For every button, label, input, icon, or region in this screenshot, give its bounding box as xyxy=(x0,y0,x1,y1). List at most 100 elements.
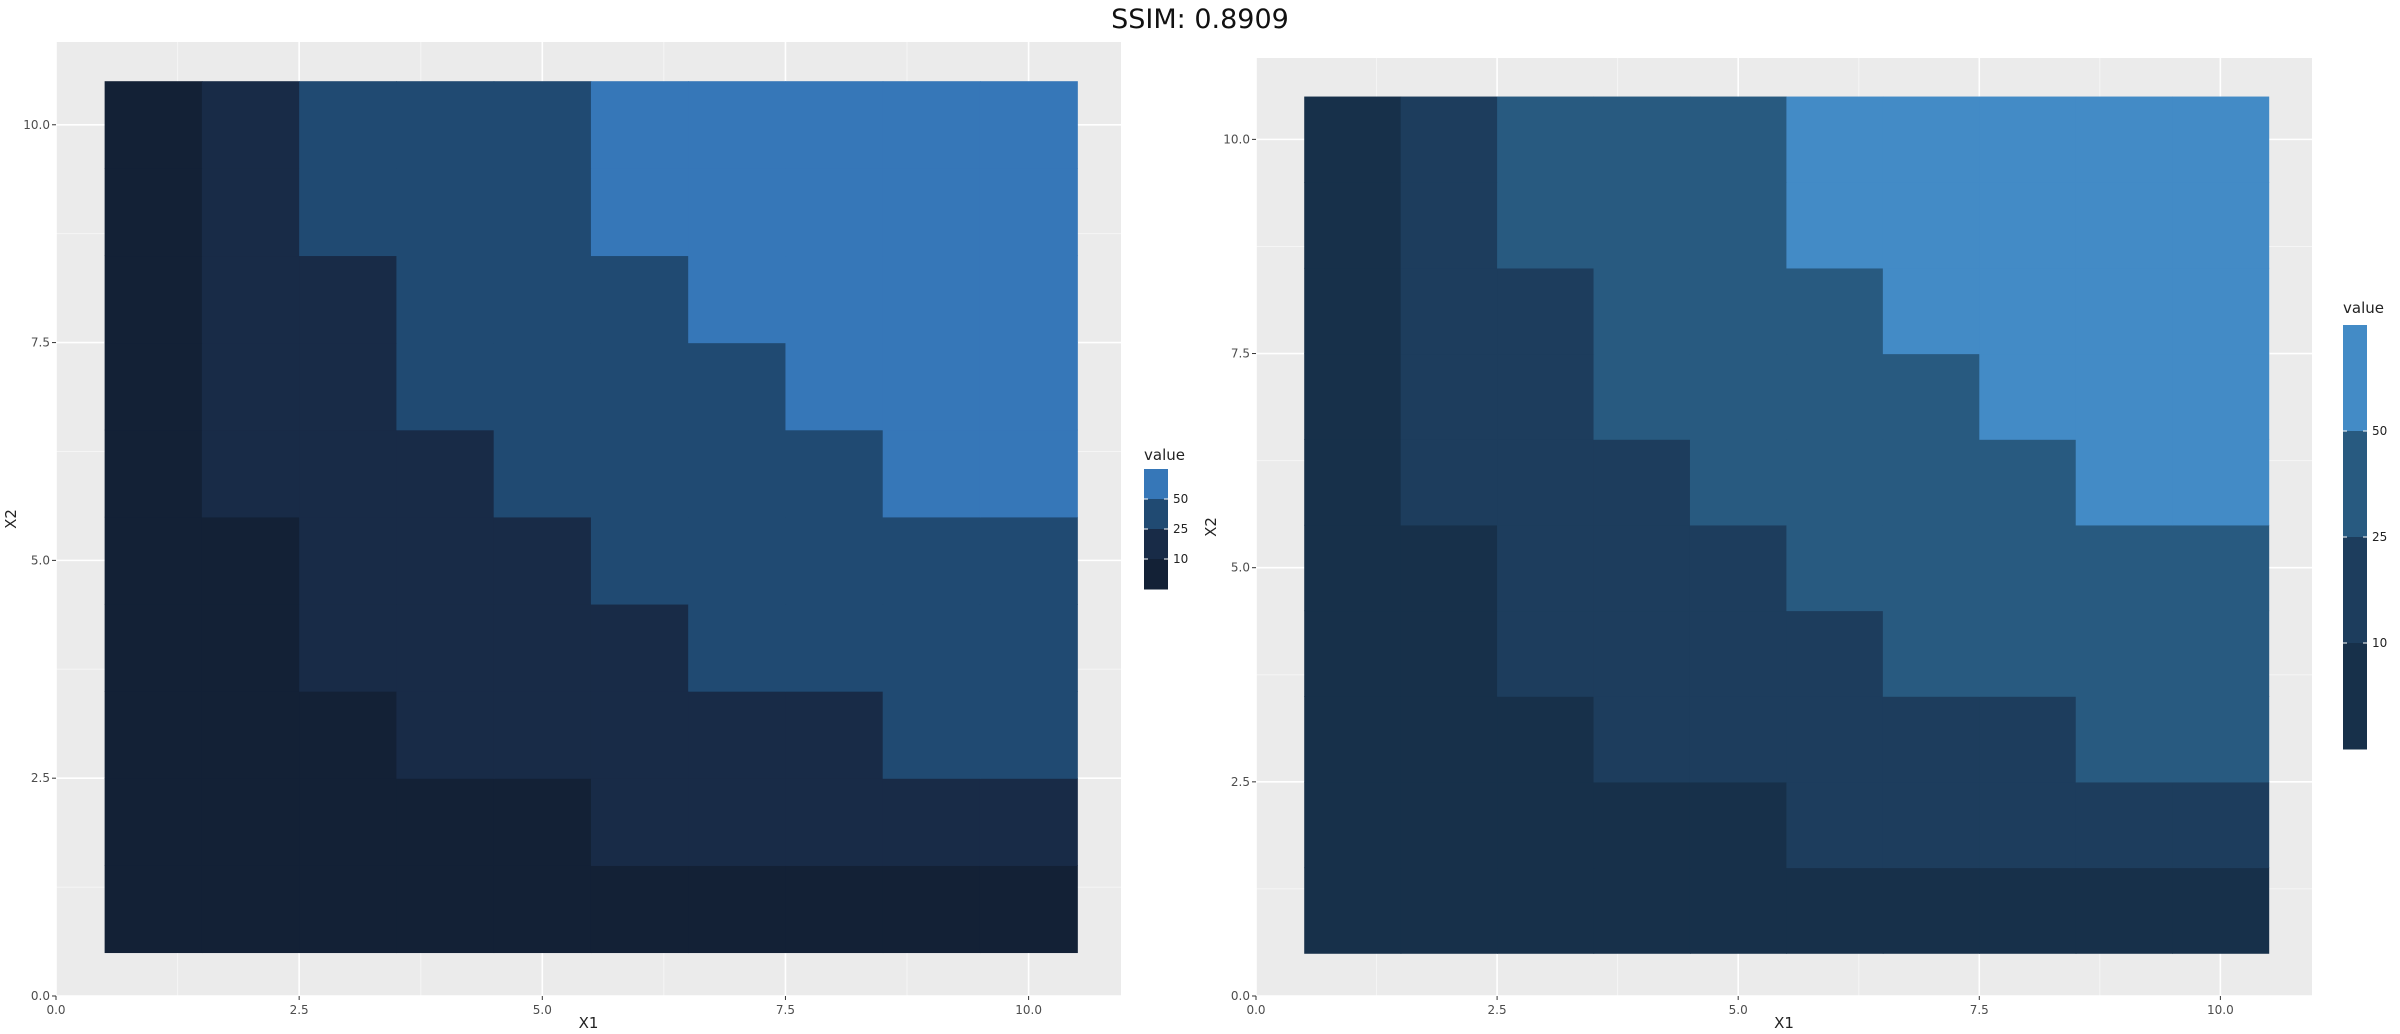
legend-swatch xyxy=(2343,643,2367,750)
heatmap-tile xyxy=(1979,439,2077,526)
heatmap-tile xyxy=(590,865,689,954)
x-tick-label: 2.5 xyxy=(290,1003,309,1017)
heatmap-tile xyxy=(590,691,689,779)
x-tick-label: 2.5 xyxy=(1488,1003,1507,1017)
heatmap-tile xyxy=(882,168,981,257)
heatmap-tile xyxy=(979,865,1078,954)
heatmap-tile xyxy=(493,516,592,605)
heatmap-tile xyxy=(1689,696,1788,783)
heatmap-tile xyxy=(785,691,884,779)
heatmap-tile xyxy=(396,429,495,518)
heatmap-tile xyxy=(1882,182,1980,269)
y-tick-label: 2.5 xyxy=(31,771,50,785)
heatmap-tile xyxy=(2075,439,2173,526)
x-tick-label: 5.0 xyxy=(533,1003,552,1017)
heatmap-tile xyxy=(882,778,981,866)
heatmap-tile xyxy=(1979,696,2077,783)
heatmap-tile xyxy=(1304,696,1402,783)
heatmap-tile xyxy=(1786,781,1884,869)
legend-swatch xyxy=(1144,469,1168,500)
heatmap-tile xyxy=(2172,696,2270,783)
heatmap-tile xyxy=(1400,439,1498,526)
heatmap-tile xyxy=(201,691,300,779)
heatmap-tile xyxy=(1689,781,1788,869)
heatmap-tile xyxy=(1400,267,1498,355)
heatmap-tile xyxy=(1979,610,2077,697)
heatmap-tile xyxy=(1786,696,1884,783)
heatmap-tile xyxy=(299,168,398,257)
heatmap-tile xyxy=(1979,96,2077,183)
chart-panel-1: 0.0 2.5 5.0 7.5 10.0 0.0 2.5 5.0 7.5 10.0 X1 X2 valu… xyxy=(2,42,1188,1032)
y-tick-label: 10.0 xyxy=(1223,132,1250,146)
y-tick-label: 0.0 xyxy=(1231,989,1250,1003)
heatmap-tile xyxy=(1979,867,2077,954)
heatmap-tile xyxy=(201,168,300,257)
heatmap-tile xyxy=(201,778,300,866)
legend: value 10 25 50 xyxy=(1144,446,1188,590)
heatmap-tile xyxy=(299,603,398,692)
heatmap-tile xyxy=(1304,781,1402,869)
heatmap-tile xyxy=(1689,96,1788,183)
heatmap-tile xyxy=(882,865,981,954)
heatmap-tile xyxy=(1497,182,1595,269)
heatmap-tile xyxy=(2075,867,2173,954)
legend-label: 25 xyxy=(2372,530,2387,544)
heatmap-tile xyxy=(2075,353,2173,440)
heatmap-tile xyxy=(2075,781,2173,869)
heatmap-tile xyxy=(688,342,787,431)
heatmap-tile xyxy=(1882,267,1980,355)
heatmap-tile xyxy=(104,342,203,431)
heatmap-tile xyxy=(882,429,981,518)
heatmap-tile xyxy=(1400,524,1498,612)
heatmap-tile xyxy=(493,778,592,866)
heatmap-tile xyxy=(882,255,981,344)
heatmap-tile xyxy=(201,255,300,344)
heatmap-tile xyxy=(1497,867,1595,954)
legend-label: 10 xyxy=(1173,552,1188,566)
heatmap-tile xyxy=(1304,524,1402,612)
heatmap-tile xyxy=(1400,353,1498,440)
heatmap-tile xyxy=(1497,524,1595,612)
heatmap-tile xyxy=(1400,182,1498,269)
y-tick-label: 2.5 xyxy=(1231,775,1250,789)
y-tick-label: 0.0 xyxy=(31,989,50,1003)
chart-panel-2: 0.0 2.5 5.0 7.5 10.0 0.0 2.5 5.0 7.5 10.0 X1 X2 valu… xyxy=(1202,58,2387,1032)
heatmap-tile xyxy=(299,429,398,518)
legend-swatch xyxy=(1144,529,1168,560)
heatmap-tile xyxy=(1689,524,1788,612)
heatmap-tile xyxy=(1593,867,1691,954)
heatmap-tile xyxy=(1979,781,2077,869)
y-tick-label: 10.0 xyxy=(23,118,50,132)
heatmap-tile xyxy=(1304,96,1402,183)
heatmap-tile xyxy=(979,429,1078,518)
heatmap-tile xyxy=(1689,353,1788,440)
heatmap-tile xyxy=(1979,524,2077,612)
heatmap-tile xyxy=(2075,182,2173,269)
heatmap-tile xyxy=(785,168,884,257)
heatmap-tile xyxy=(201,81,300,169)
heatmap-tile xyxy=(979,691,1078,779)
heatmap-tile xyxy=(1304,610,1402,697)
heatmap-tile xyxy=(1593,610,1691,697)
heatmap-tile xyxy=(104,516,203,605)
x-axis-title: X1 xyxy=(579,1014,599,1032)
heatmap-tile xyxy=(1882,867,1980,954)
heatmap-tile xyxy=(1786,267,1884,355)
heatmap-tile xyxy=(1497,96,1595,183)
heatmap-tile xyxy=(396,342,495,431)
heatmap-tile xyxy=(2172,182,2270,269)
heatmap-tile xyxy=(299,865,398,954)
heatmap-tile xyxy=(1593,781,1691,869)
heatmap-tile xyxy=(1593,439,1691,526)
heatmap-tile xyxy=(979,778,1078,866)
heatmap-tile xyxy=(1400,781,1498,869)
heatmap-tile xyxy=(688,429,787,518)
heatmap-tile xyxy=(688,516,787,605)
legend-label: 25 xyxy=(1173,522,1188,536)
heatmap-tile xyxy=(1497,696,1595,783)
heatmap-tile xyxy=(104,691,203,779)
heatmap-tile xyxy=(1304,867,1402,954)
heatmap-tiles xyxy=(104,81,1078,954)
heatmap-tile xyxy=(1497,267,1595,355)
heatmap-tile xyxy=(590,516,689,605)
